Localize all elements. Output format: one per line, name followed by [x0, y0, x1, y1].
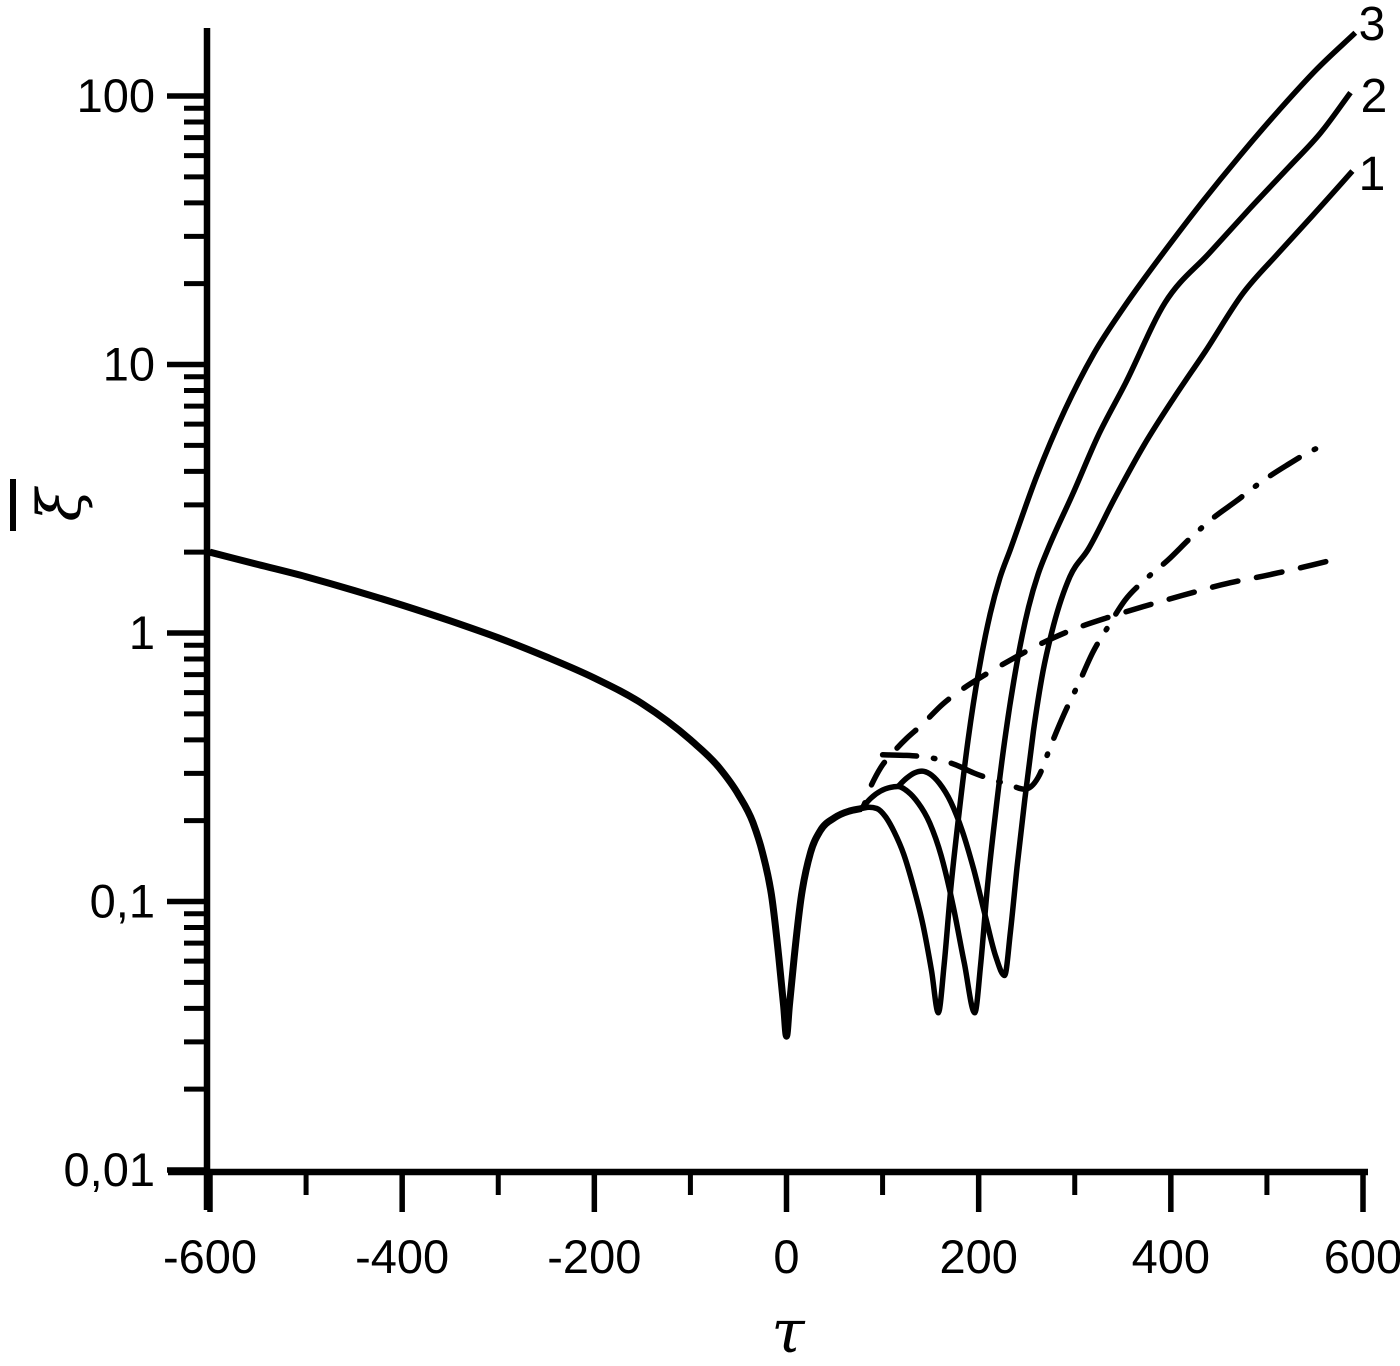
x-tick-label: 200: [939, 1230, 1017, 1283]
curve-number-label-3: 3: [1359, 0, 1386, 51]
x-tick-label: -200: [547, 1230, 641, 1283]
ticks: [167, 93, 1366, 1212]
x-tick-label: -400: [355, 1230, 449, 1283]
axes: [168, 28, 1368, 1210]
y-tick-label: 1: [129, 606, 155, 659]
x-axis-title: τ: [771, 1297, 805, 1366]
y-tick-label: 0,01: [64, 1143, 155, 1196]
y-tick-label: 10: [103, 338, 155, 391]
curve-1-curve: [896, 169, 1355, 979]
y-axis-title-overbar: [10, 479, 16, 531]
y-tick-label: 100: [77, 69, 155, 122]
curves: [207, 30, 1358, 1040]
labels: 100 10 1 0,1 0,01-600 -400 -200 0 200 400 600 3 2 1 τ ξ: [10, 0, 1400, 1366]
y-tick-label: 0,1: [90, 875, 155, 928]
x-tick-label: 400: [1132, 1230, 1210, 1283]
curve-3-curve: [860, 30, 1358, 1016]
dashed-envelope-curve: [207, 549, 1343, 1039]
common-branch-curve: [209, 548, 863, 1040]
curve-number-label-1: 1: [1359, 148, 1386, 201]
x-tick-label: 600: [1324, 1230, 1400, 1283]
dash-dot-curve: [879, 440, 1334, 792]
x-tick-label: -600: [163, 1230, 257, 1283]
curve-2-curve: [859, 90, 1353, 1016]
y-axis-title: ξ: [10, 479, 95, 531]
y-axis-title-glyph: ξ: [25, 486, 95, 522]
x-tick-label: 0: [773, 1230, 799, 1283]
curve-number-label-2: 2: [1361, 70, 1388, 123]
